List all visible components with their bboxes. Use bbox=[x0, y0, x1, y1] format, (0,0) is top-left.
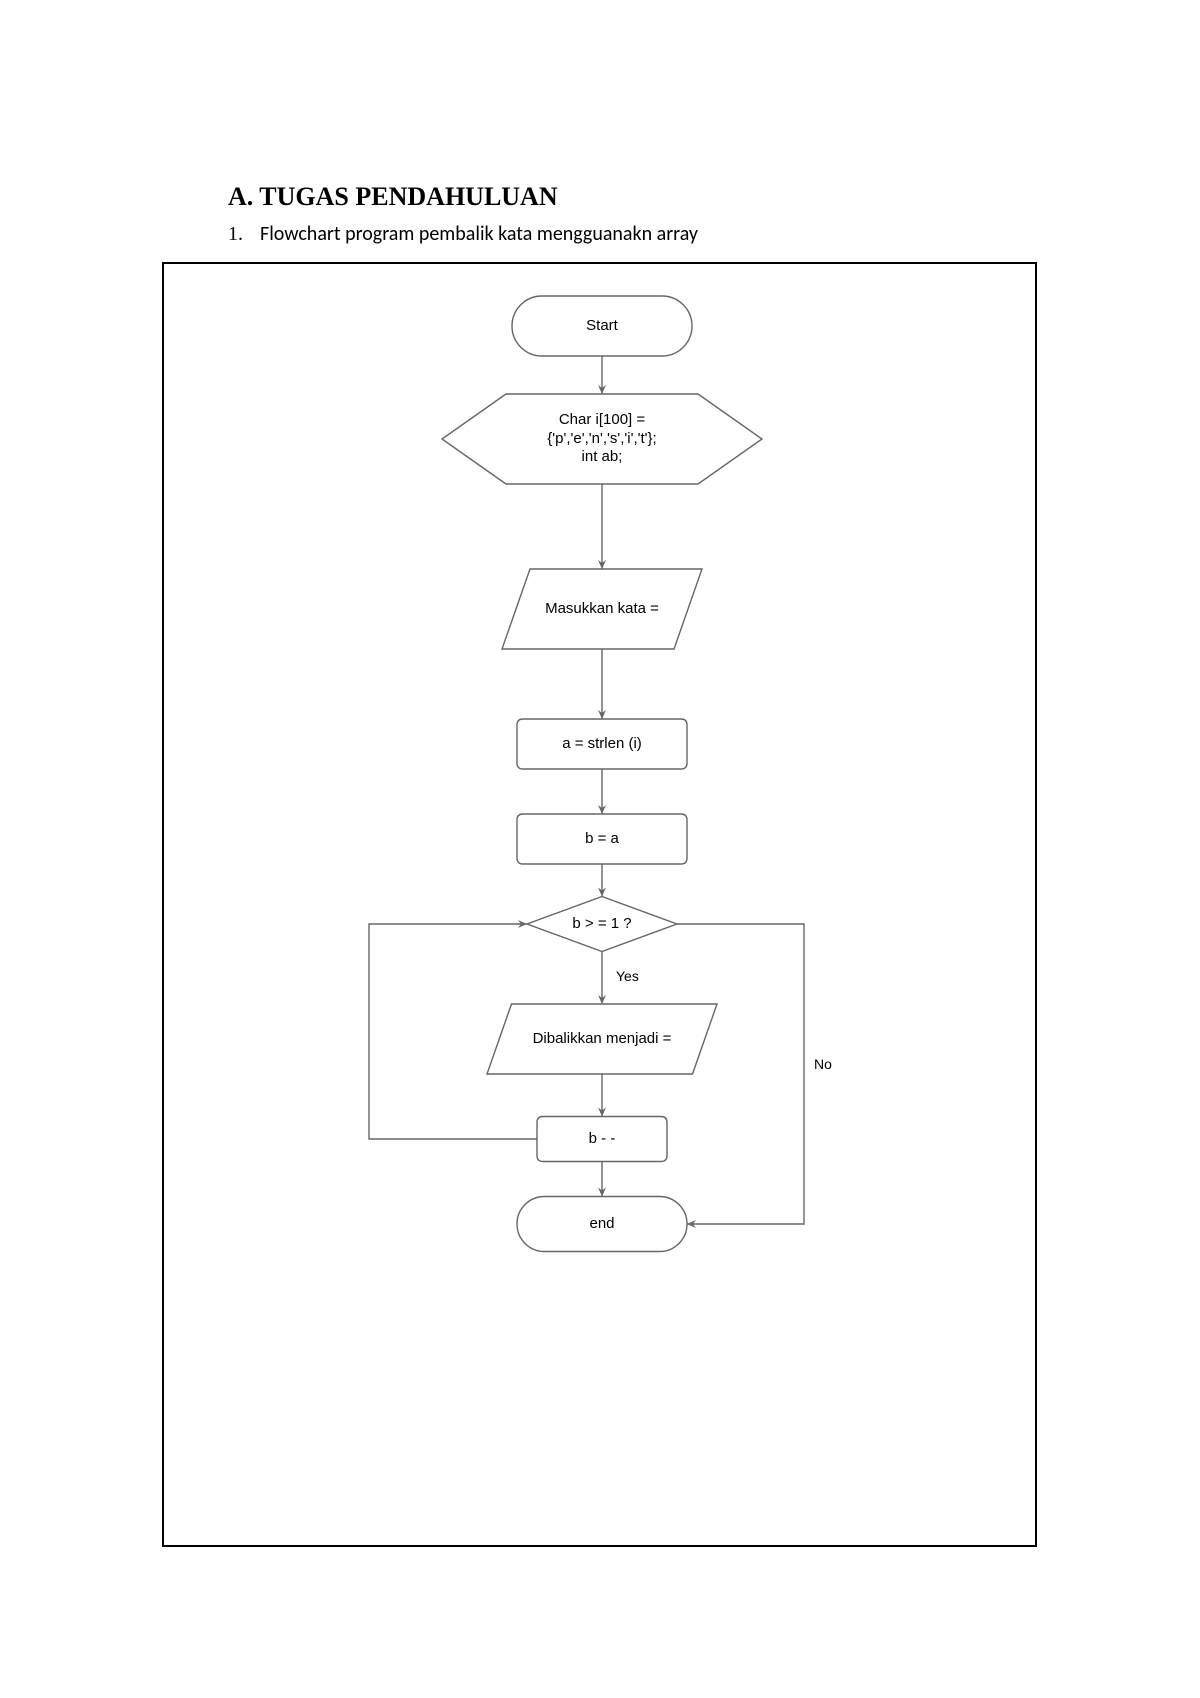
flow-node-label-proc2: b = a bbox=[517, 814, 687, 864]
flow-node-label-start: Start bbox=[512, 296, 692, 356]
flow-edge-label: Yes bbox=[616, 968, 639, 986]
list-text: Flowchart program pembalik kata mengguan… bbox=[260, 222, 698, 246]
flow-node-label-input: Masukkan kata = bbox=[502, 569, 702, 649]
flow-node-label-proc1: a = strlen (i) bbox=[517, 719, 687, 769]
flow-node-label-prep: Char i[100] ={'p','e','n','s','i','t'};i… bbox=[442, 394, 762, 484]
flowchart-container: Start Char i[100] ={'p','e','n','s','i','… bbox=[162, 262, 1037, 1547]
list-number: 1. bbox=[228, 223, 260, 246]
flow-edge-label: No bbox=[814, 1056, 832, 1074]
flow-node-label-decision: b > = 1 ? bbox=[527, 897, 677, 952]
flow-node-label-output: Dibalikkan menjadi = bbox=[487, 1004, 717, 1074]
section-heading: A. TUGAS PENDAHULUAN bbox=[228, 182, 1100, 212]
flow-node-label-end: end bbox=[517, 1197, 687, 1252]
flow-node-label-proc3: b - - bbox=[537, 1117, 667, 1162]
list-item: 1.Flowchart program pembalik kata menggu… bbox=[228, 222, 1100, 246]
flow-arrow bbox=[677, 924, 804, 1224]
